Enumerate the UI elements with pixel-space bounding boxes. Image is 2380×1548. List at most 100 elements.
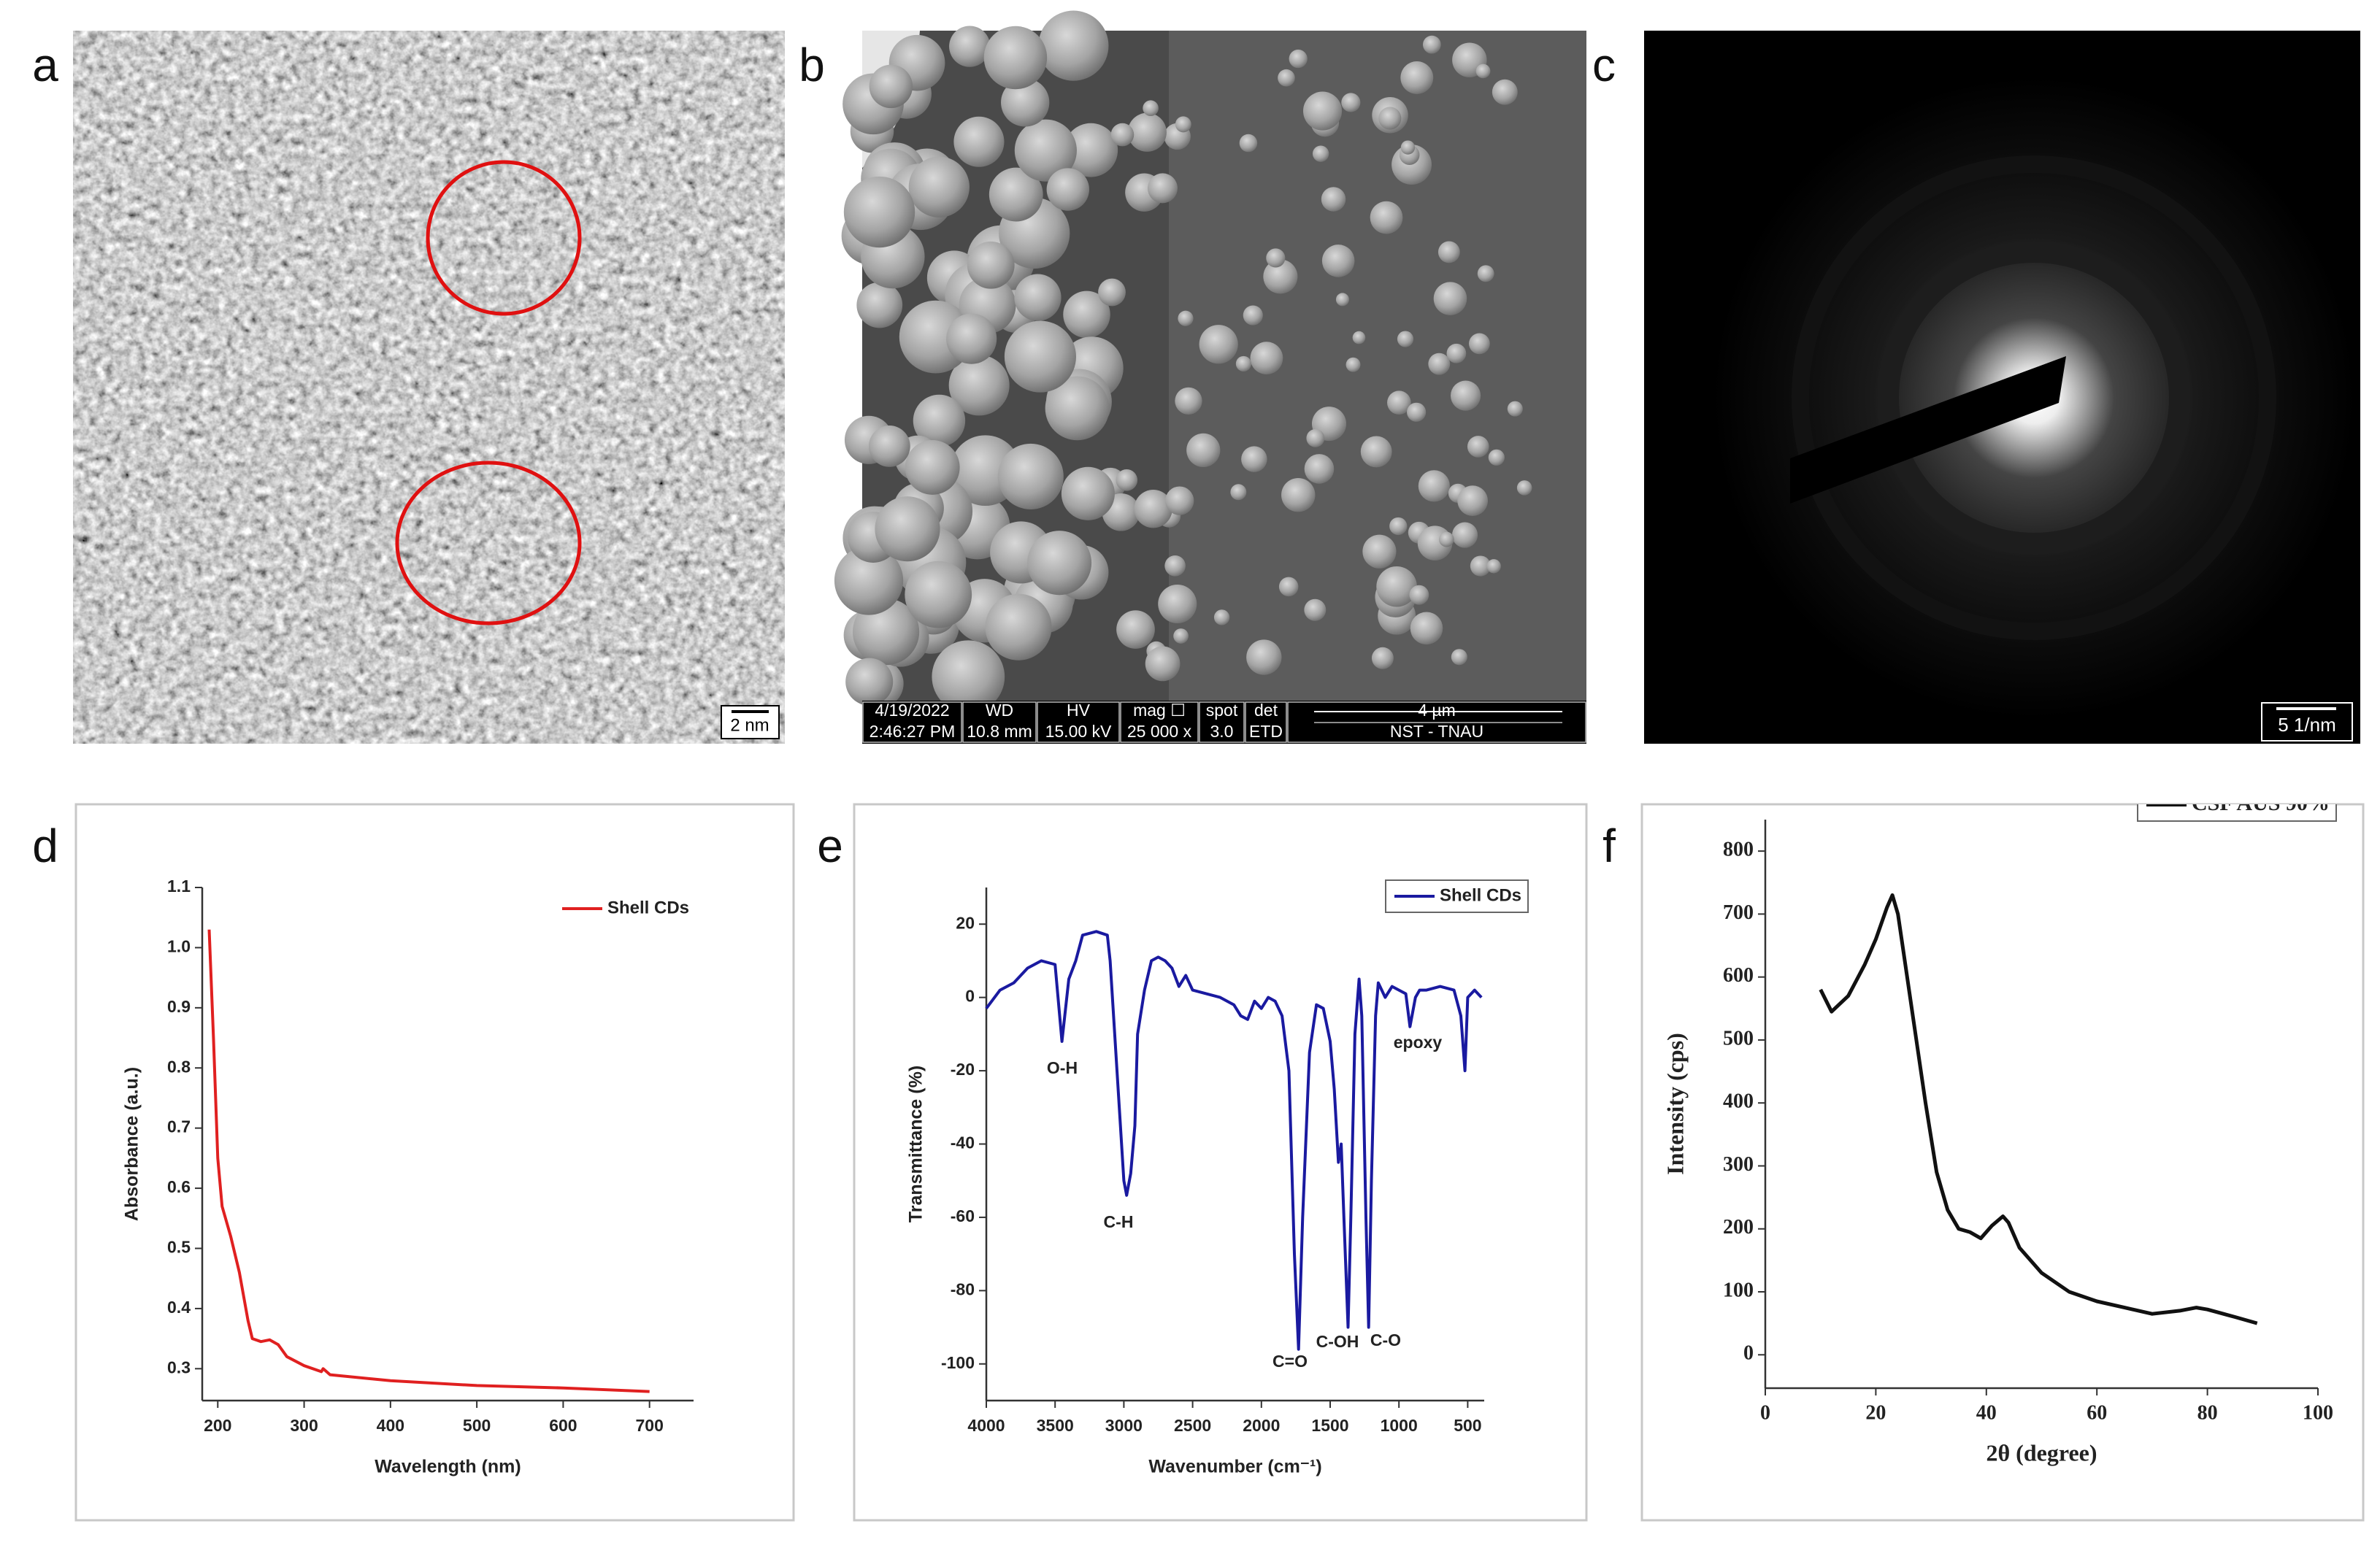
sem-particle (997, 443, 1064, 509)
sem-particle (1098, 278, 1126, 307)
sem-particle (1243, 305, 1263, 326)
y-tick-label: 1.1 (167, 877, 191, 896)
y-tick-label: 100 (1723, 1279, 1754, 1301)
info-text: 25 000 x (1127, 722, 1192, 741)
sem-particle (1407, 402, 1427, 422)
scale-bar-label: 5 1/nm (2278, 714, 2336, 736)
sem-particle (1469, 333, 1490, 355)
beam-stop (1790, 356, 2066, 504)
sem-particle (983, 26, 1048, 90)
info-text: det (1254, 701, 1278, 720)
x-tick-label: 200 (204, 1416, 231, 1435)
sem-particle (1004, 320, 1076, 393)
sem-particle (1335, 293, 1349, 307)
sem-particle (1410, 612, 1443, 645)
sem-particle (843, 176, 915, 248)
diffraction-ring (1792, 155, 2276, 640)
sem-particle (1134, 489, 1172, 528)
sem-particle (1250, 342, 1283, 375)
sem-particle (1302, 91, 1343, 131)
x-tick-label: 2500 (1174, 1416, 1211, 1435)
x-axis-label: Wavenumber (cm⁻¹) (1148, 1457, 1321, 1477)
legend-label: CSF AUS 90% (2192, 791, 2330, 815)
info-cell (1199, 701, 1245, 743)
sem-particle (1451, 522, 1478, 548)
sem-particle (1446, 343, 1467, 363)
annotation: C-O (1370, 1331, 1401, 1349)
sem-particle (1127, 112, 1167, 152)
x-tick-label: 500 (1454, 1416, 1481, 1435)
x-tick-label: 40 (1976, 1401, 1997, 1424)
sem-particle (1378, 107, 1402, 130)
legend-label: Shell CDs (1440, 885, 1521, 905)
x-axis-label: 2θ (degree) (1986, 1439, 2097, 1466)
legend: Shell CDs (562, 898, 689, 917)
chart: 4000 3500 3000 2500 2000 1500 1000 500 20 0 -20 -40… (906, 879, 1529, 1477)
sem-particle (953, 116, 1005, 167)
sem-particle (913, 394, 966, 447)
sem-particle (1116, 469, 1138, 491)
sem-particle (1063, 290, 1110, 339)
y-tick-label: 0.9 (167, 997, 191, 1016)
info-text: NST - TNAU (1390, 722, 1483, 741)
y-tick-label: 400 (1723, 1090, 1754, 1113)
legend: Shell CDs (1385, 879, 1529, 913)
info-text: 2:46:27 PM (870, 722, 956, 741)
x-tick-label: 700 (635, 1416, 663, 1435)
sem-particle (908, 156, 970, 217)
sem-particle (1239, 134, 1258, 153)
sem-particle (1278, 577, 1299, 597)
sem-particle (1289, 49, 1308, 69)
x-tick-label: 3000 (1105, 1416, 1143, 1435)
sem-particle (1165, 486, 1194, 515)
sem-particle (1321, 187, 1346, 212)
x-tick-label: 4000 (967, 1416, 1005, 1435)
legend-label: Shell CDs (607, 898, 689, 917)
x-tick-label: 500 (463, 1416, 491, 1435)
sem-particle (1241, 446, 1267, 472)
sem-particle (1470, 555, 1491, 577)
x-tick-label: 0 (1760, 1401, 1770, 1424)
sem-particle (856, 282, 903, 328)
sem-particle (1175, 387, 1202, 415)
sem-particle (852, 598, 920, 666)
sem-particle (1346, 357, 1361, 372)
y-axis-label: Transmittance (%) (906, 1066, 926, 1222)
sem-particle (1061, 466, 1115, 520)
sem-particle (948, 355, 1010, 416)
sem-particle (1507, 401, 1523, 417)
y-tick-label: 700 (1723, 901, 1754, 924)
y-tick-label: 800 (1723, 839, 1754, 861)
sem-particle (1389, 517, 1408, 536)
sem-particle (1046, 168, 1090, 211)
x-tick-label: 2000 (1243, 1416, 1280, 1435)
sem-particle (1450, 380, 1481, 411)
sem-particle (1341, 93, 1361, 112)
sem-particle (875, 496, 940, 562)
y-tick-label: 500 (1723, 1027, 1754, 1050)
scale-bar-label: 2 nm (730, 715, 769, 735)
info-text: ETD (1249, 722, 1283, 741)
sem-particle (932, 640, 1005, 714)
x-tick-label: 400 (377, 1416, 404, 1435)
sem-particle (1145, 646, 1181, 682)
sem-particle (1418, 470, 1450, 502)
sem-particle (1400, 61, 1434, 94)
sem-particle (869, 64, 913, 109)
sem-particle (1467, 436, 1489, 458)
y-tick-label: 0.6 (167, 1177, 191, 1196)
sem-particle (1148, 173, 1178, 204)
sem-particle (1164, 555, 1186, 577)
data-line (985, 930, 1483, 1351)
info-text: 10.8 mm (967, 722, 1032, 741)
annotation: C-OH (1316, 1332, 1359, 1351)
sem-particle (1281, 477, 1316, 512)
sem-particle (1230, 484, 1247, 501)
y-tick-label: 1.0 (167, 936, 191, 955)
sem-particle (1173, 628, 1189, 644)
x-tick-label: 20 (1865, 1401, 1886, 1424)
panel-frame (74, 803, 795, 1522)
sem-particle (1352, 331, 1366, 344)
sem-particle (1235, 355, 1252, 371)
